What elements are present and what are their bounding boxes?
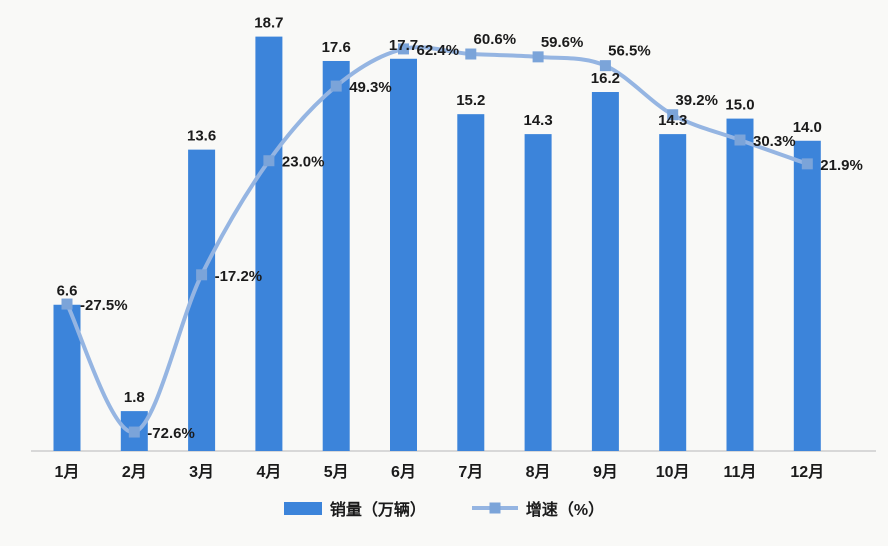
line-marker [801,158,813,170]
x-axis-label: 6月 [391,463,416,481]
x-axis-label: 10月 [656,463,690,481]
bar-swatch-icon [283,501,322,515]
growth-value-label: 21.9% [820,157,863,174]
bar-value-label: 14.3 [658,112,687,129]
growth-value-label: -17.2% [215,268,263,285]
bar-value-label: 17.6 [322,39,351,56]
bar [591,92,619,452]
bar [322,60,350,451]
x-axis-label: 2月 [122,463,147,481]
x-axis-label: 7月 [458,463,483,481]
bar [659,134,687,451]
bar [457,114,485,451]
x-axis-label: 4月 [256,463,281,481]
growth-value-label: 62.4% [417,42,460,59]
x-axis-label: 12月 [790,463,824,481]
line-marker [398,43,409,55]
x-axis-label: 5月 [324,463,349,481]
growth-value-label: 39.2% [675,92,718,109]
line-marker [128,426,140,438]
growth-value-label: 60.6% [474,31,517,48]
bar [390,58,417,451]
legend-label-growth: 增速（%） [525,502,605,519]
growth-value-label: 49.3% [349,79,392,96]
bar-value-label: 13.6 [187,128,216,145]
growth-value-label: 56.5% [608,43,651,60]
line-marker [599,60,611,72]
line-marker [263,155,275,167]
bar [524,134,552,451]
line-marker [667,109,679,121]
bar-value-label: 14.3 [523,112,552,129]
legend-item-sales: 销量（万辆） [283,496,426,520]
line-marker [330,80,342,92]
bar-value-label: 18.7 [254,15,283,32]
bar [793,140,821,451]
bar-value-label: 6.6 [57,283,78,300]
line-marker [532,51,544,63]
x-axis-label: 1月 [55,463,80,481]
line-marker [61,298,73,310]
growth-value-label: 30.3% [753,133,796,150]
growth-value-label: 59.6% [541,34,584,51]
bar-value-label: 1.8 [124,389,145,406]
line-swatch-icon [471,502,518,514]
growth-value-label: 23.0% [282,154,325,171]
x-axis-label: 11月 [724,463,757,481]
bar-value-label: 16.2 [591,70,620,87]
bar-value-label: 15.2 [456,92,485,109]
bar [255,36,283,451]
bar [726,118,754,451]
line-marker [196,269,208,281]
x-axis-label: 8月 [526,463,551,481]
line-marker [465,48,477,60]
bar-value-label: 15.0 [725,97,754,114]
legend-label-sales: 销量（万辆） [329,502,426,519]
bar-value-label: 14.0 [793,119,822,136]
legend-item-growth: 增速（%） [471,496,605,520]
x-axis-label: 9月 [593,463,618,481]
growth-value-label: -27.5% [80,297,128,314]
line-marker-icon [489,502,501,514]
bar-value-label: 17.7 [389,37,418,54]
legend: 销量（万辆） 增速（%） [0,496,888,520]
x-axis-label: 3月 [189,463,214,481]
combo-chart: 6.6 1.8 13.6 18.7 17.6 17.7 15.2 14.3 16.2 14.3 15… [31,15,876,481]
line-marker [734,134,746,146]
growth-value-label: -72.6% [147,425,195,442]
